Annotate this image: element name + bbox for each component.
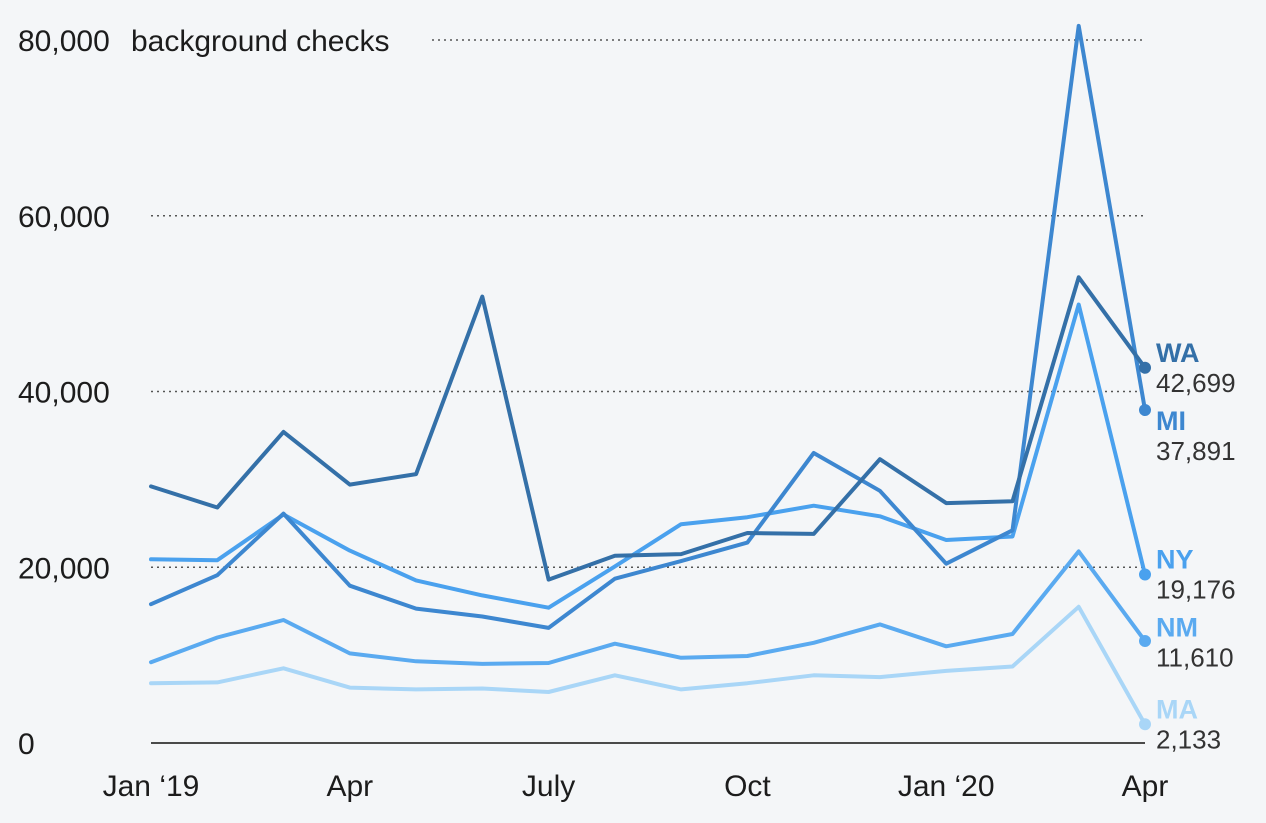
series-value-label-nm: 11,610 [1156, 642, 1234, 672]
x-axis-ticks: Jan ‘19 Apr July Oct Jan ‘20 Apr [103, 770, 1169, 803]
x-tick-label: Apr [326, 770, 373, 803]
series-end-point-ma [1139, 718, 1151, 731]
series-end-point-nm [1139, 634, 1151, 647]
series-value-label-mi: 37,891 [1156, 436, 1236, 466]
series-end-point-wa [1139, 361, 1151, 374]
series-line-nm [149, 549, 1147, 666]
y-unit-label: background checks [131, 25, 390, 58]
y-tick-label: 40,000 [18, 377, 110, 410]
series-end-point-mi [1139, 404, 1151, 417]
series-lines [149, 23, 1151, 731]
series-line-wa [149, 275, 1147, 582]
x-tick-label: Apr [1122, 770, 1169, 803]
y-tick-label: 20,000 [18, 552, 110, 585]
x-tick-label: Jan ‘20 [898, 770, 995, 803]
series-line-mi [149, 23, 1147, 630]
x-tick-label: Oct [724, 770, 771, 803]
series-name-label-ma: MA [1156, 694, 1198, 724]
y-tick-label: 80,000 [18, 25, 110, 58]
series-end-point-ny [1139, 568, 1151, 581]
y-axis-ticks: 0 20,000 40,000 60,000 80,000 background chec… [18, 25, 390, 761]
series-name-label-mi: MI [1156, 406, 1186, 436]
y-tick-label: 0 [18, 728, 35, 761]
x-tick-label: July [522, 770, 575, 803]
series-value-label-wa: 42,699 [1156, 368, 1236, 398]
series-name-label-ny: NY [1156, 544, 1194, 574]
series-line-ny [149, 302, 1147, 610]
series-name-label-wa: WA [1156, 338, 1200, 368]
gridlines [151, 39, 1145, 744]
series-line-ma [149, 604, 1147, 727]
series-value-label-ny: 19,176 [1156, 574, 1236, 604]
series-value-label-ma: 2,133 [1156, 724, 1221, 754]
series-name-label-nm: NM [1156, 612, 1198, 642]
x-tick-label: Jan ‘19 [103, 770, 200, 803]
y-tick-label: 60,000 [18, 201, 110, 234]
